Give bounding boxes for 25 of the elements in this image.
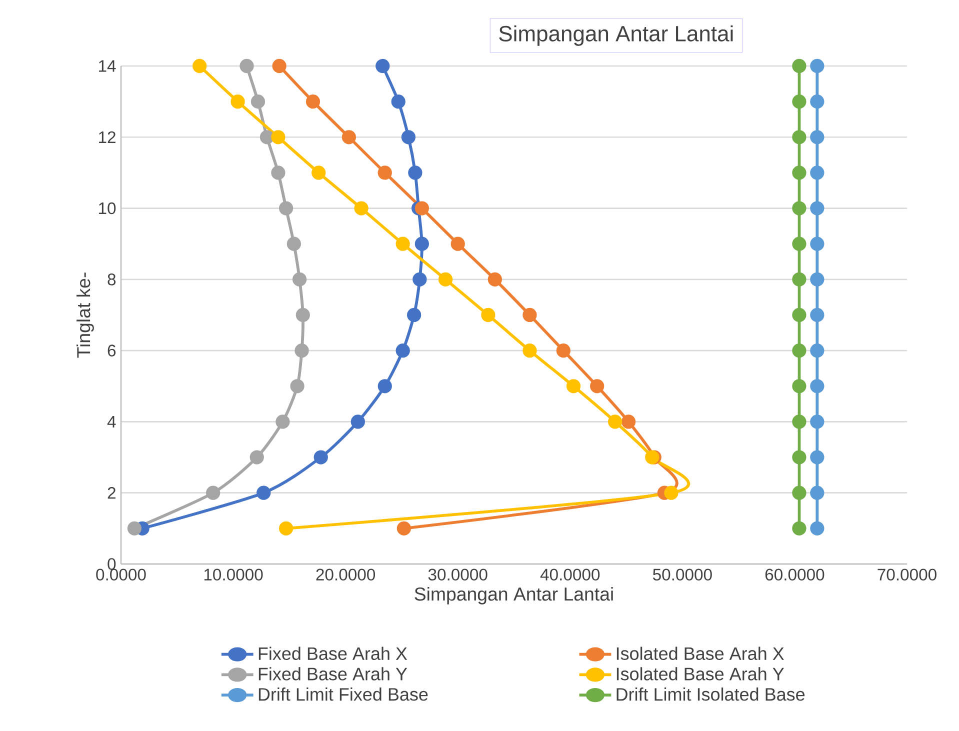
y-tick-label: 8 xyxy=(108,274,116,286)
x-axis-title: Simpangan Antar Lantai xyxy=(414,586,613,604)
x-tick-label: 30.0000 xyxy=(428,568,488,581)
x-tick-label: 60.0000 xyxy=(765,568,824,581)
y-tick-label: 0 xyxy=(108,558,116,570)
y-tick-label: 2 xyxy=(108,487,116,499)
y-axis-title: Tinglat ke- xyxy=(76,272,94,358)
y-tick-label: 4 xyxy=(107,416,116,428)
x-tick-label: 20.0000 xyxy=(316,568,376,581)
y-tick-label: 6 xyxy=(108,344,116,356)
x-tick-label: 50.0000 xyxy=(652,568,712,581)
y-tick-label: 14 xyxy=(99,60,116,72)
x-tick-label: 0.0000 xyxy=(96,568,146,581)
x-tick-label: 70.0000 xyxy=(878,568,936,581)
legend-label: Drift Limit Isolated Base xyxy=(616,688,805,701)
y-tick-label: 12 xyxy=(99,131,116,143)
legend-label: Isolated Base Arah Y xyxy=(616,667,784,680)
legend-label: Drift Limit Fixed Base xyxy=(258,688,428,701)
legend-label: Fixed Base Arah Y xyxy=(258,667,408,680)
y-tick-label: 10 xyxy=(99,202,116,214)
legend-label: Fixed Base Arah X xyxy=(258,646,408,660)
x-tick-label: 10.0000 xyxy=(204,568,263,581)
x-tick-label: 40.0000 xyxy=(540,568,600,581)
legend-label: Isolated Base Arah X xyxy=(616,646,784,660)
chart-title: Simpangan Antar Lantai xyxy=(499,25,733,46)
